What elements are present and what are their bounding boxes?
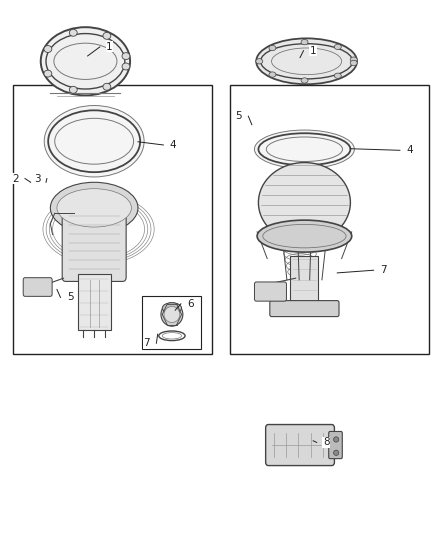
Ellipse shape	[50, 182, 138, 233]
Ellipse shape	[122, 53, 130, 60]
Text: 2: 2	[12, 174, 19, 183]
Ellipse shape	[269, 72, 276, 77]
FancyBboxPatch shape	[254, 282, 286, 301]
FancyBboxPatch shape	[62, 204, 126, 281]
Ellipse shape	[257, 220, 352, 252]
Ellipse shape	[44, 106, 144, 177]
Ellipse shape	[256, 59, 263, 64]
Ellipse shape	[162, 303, 182, 313]
Ellipse shape	[103, 83, 111, 90]
Bar	[290, 256, 318, 306]
Text: 4: 4	[170, 140, 177, 150]
Text: 7: 7	[143, 338, 150, 348]
Ellipse shape	[69, 86, 77, 93]
Text: 8: 8	[323, 438, 330, 447]
Ellipse shape	[69, 29, 77, 36]
Ellipse shape	[256, 38, 357, 84]
Ellipse shape	[161, 303, 183, 326]
Ellipse shape	[122, 63, 130, 70]
Ellipse shape	[334, 44, 341, 50]
Ellipse shape	[334, 73, 341, 78]
FancyBboxPatch shape	[328, 432, 343, 458]
Ellipse shape	[350, 57, 357, 62]
Ellipse shape	[334, 437, 339, 442]
Ellipse shape	[164, 306, 180, 322]
Text: 5: 5	[235, 111, 242, 121]
Ellipse shape	[350, 60, 357, 66]
Bar	[142, 296, 201, 349]
Text: 5: 5	[67, 293, 74, 302]
Text: 3: 3	[34, 174, 41, 183]
Bar	[230, 85, 429, 354]
Ellipse shape	[44, 70, 52, 77]
Text: 1: 1	[106, 42, 113, 52]
Text: 6: 6	[187, 299, 194, 309]
Ellipse shape	[301, 39, 308, 45]
Ellipse shape	[44, 45, 52, 52]
Text: 7: 7	[380, 265, 387, 275]
Ellipse shape	[254, 130, 354, 168]
FancyBboxPatch shape	[23, 278, 52, 296]
Ellipse shape	[41, 27, 130, 95]
Bar	[78, 274, 111, 330]
FancyBboxPatch shape	[265, 424, 335, 466]
Ellipse shape	[301, 78, 308, 83]
Text: 4: 4	[406, 146, 413, 155]
Ellipse shape	[269, 45, 276, 51]
Ellipse shape	[258, 163, 350, 243]
Ellipse shape	[57, 189, 131, 227]
Ellipse shape	[103, 33, 111, 39]
Ellipse shape	[334, 450, 339, 455]
FancyBboxPatch shape	[270, 301, 339, 317]
Text: 1: 1	[310, 46, 317, 55]
Bar	[13, 85, 212, 354]
